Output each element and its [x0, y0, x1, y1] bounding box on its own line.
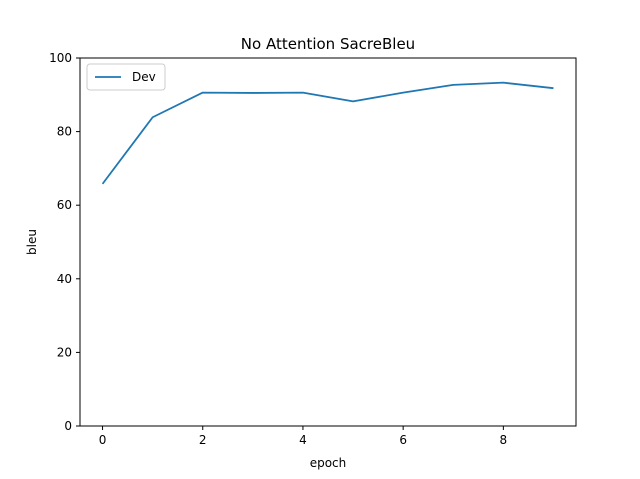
y-tick-label: 60: [57, 198, 72, 212]
x-tick-label: 2: [199, 433, 207, 447]
legend-label: Dev: [132, 70, 156, 84]
x-tick-label: 0: [99, 433, 107, 447]
legend: Dev: [86, 63, 166, 91]
y-axis: 0 20 40 60 80 100: [49, 51, 80, 433]
chart-title: No Attention SacreBleu: [241, 35, 415, 53]
x-tick-label: 6: [399, 433, 407, 447]
y-tick-label: 40: [57, 272, 72, 286]
x-axis: 0 2 4 6 8: [99, 426, 507, 447]
series-layer: [101, 81, 554, 185]
y-axis-label: bleu: [25, 229, 39, 255]
legend-box: [86, 63, 166, 91]
y-tick-label: 100: [49, 51, 72, 65]
plot-frame: [79, 57, 577, 427]
x-axis-label: epoch: [310, 456, 347, 470]
y-tick-label: 20: [57, 345, 72, 359]
x-tick-label: 8: [500, 433, 508, 447]
series-line-dev: [101, 81, 554, 185]
y-tick-label: 80: [57, 125, 72, 139]
x-tick-label: 4: [299, 433, 307, 447]
y-tick-label: 0: [64, 419, 72, 433]
plot-area: [79, 57, 577, 427]
